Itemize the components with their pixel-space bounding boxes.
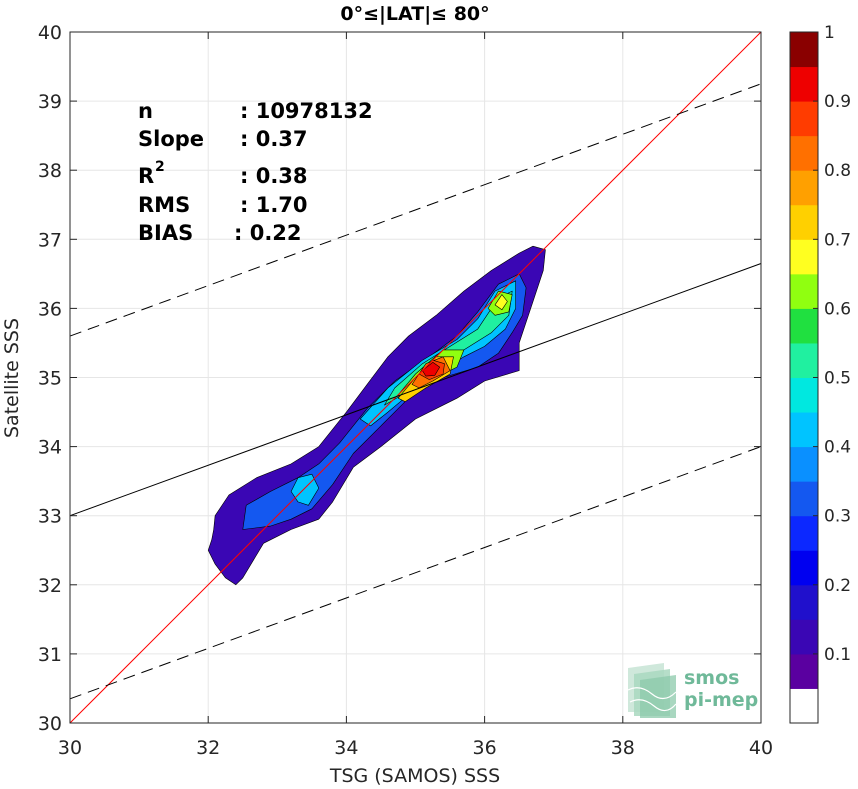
- stat-r2-value: : 0.38: [240, 164, 308, 188]
- stat-slope-label: Slope: [138, 127, 204, 151]
- stat-r2-sup: 2: [155, 159, 165, 175]
- colorbar-tick-label: 0.6: [824, 299, 851, 319]
- logo-text-pimep: pi-mep: [684, 689, 758, 711]
- colorbar-band-19: [790, 32, 818, 68]
- y-tick-label: 33: [38, 506, 62, 528]
- one-to-one-line: [69, 31, 762, 724]
- x-tick-label: 30: [58, 737, 82, 759]
- colorbar-tick-label: 1: [824, 23, 835, 43]
- contour-level-2: [290, 473, 320, 506]
- reference-lines: [69, 31, 762, 724]
- x-tick-label: 40: [749, 737, 773, 759]
- y-tick-label: 39: [38, 91, 62, 113]
- colorbar-band-16: [790, 135, 818, 171]
- y-tick-label: 31: [38, 644, 62, 666]
- colorbar-ticks: 0.1 0.2 0.3 0.4 0.5 0.6 0.7 0.8 0.9 1: [813, 23, 851, 665]
- y-tick-label: 40: [38, 22, 62, 44]
- colorbar-band-8: [790, 412, 818, 448]
- smos-pimep-logo: smos pi-mep: [627, 663, 758, 718]
- colorbar-band-10: [790, 342, 818, 378]
- stat-slope-value: : 0.37: [240, 127, 308, 151]
- colorbar-band-7: [790, 446, 818, 482]
- stat-rms-label: RMS: [138, 193, 190, 217]
- regression-line: [69, 263, 762, 517]
- y-axis-ticks: 30 31 32 33 34 35 36 37 38 39 40: [38, 22, 761, 735]
- colorbar-band-6: [790, 481, 818, 517]
- contour-level-11: [422, 362, 440, 377]
- colorbar-band-11: [790, 308, 818, 344]
- x-tick-label: 32: [196, 737, 220, 759]
- y-tick-label: 34: [38, 437, 62, 459]
- colorbar-band-9: [790, 377, 818, 413]
- colorbar-tick-label: 0.1: [824, 645, 851, 665]
- x-tick-label: 34: [334, 737, 358, 759]
- colorbar-band-0: [790, 688, 818, 724]
- stat-bias-label: BIAS: [138, 221, 193, 245]
- contour-level-7: [494, 294, 508, 311]
- y-tick-label: 38: [38, 160, 62, 182]
- colorbar-band-5: [790, 515, 818, 551]
- colorbar-band-3: [790, 584, 818, 620]
- stat-bias-value: : 0.22: [234, 221, 302, 245]
- y-tick-label: 30: [38, 713, 62, 735]
- colorbar-band-15: [790, 170, 818, 206]
- colorbar-band-2: [790, 619, 818, 655]
- y-tick-label: 32: [38, 575, 62, 597]
- colorbar-tick-label: 0.4: [824, 438, 851, 458]
- stat-rms-value: : 1.70: [240, 193, 308, 217]
- colorbar-tick-label: 0.2: [824, 576, 851, 596]
- colorbar-tick-label: 0.8: [824, 161, 851, 181]
- colorbar-tick-label: 0.3: [824, 507, 851, 527]
- logo-text-smos: smos: [684, 667, 739, 689]
- colorbar-tick-label: 0.7: [824, 230, 851, 250]
- colorbar-band-14: [790, 204, 818, 240]
- stat-r2-label: R: [138, 164, 154, 188]
- colorbar-band-1: [790, 653, 818, 689]
- stats-box: n : 10978132 Slope : 0.37 R 2 : 0.38 RMS…: [138, 99, 373, 245]
- colorbar-band-4: [790, 550, 818, 586]
- colorbar-band-13: [790, 239, 818, 275]
- x-tick-label: 38: [611, 737, 635, 759]
- y-tick-label: 36: [38, 298, 62, 320]
- colorbar: [790, 32, 818, 724]
- colorbar-band-17: [790, 101, 818, 137]
- lower-bound-line: [69, 446, 762, 700]
- stat-n-label: n: [138, 99, 153, 123]
- colorbar-band-18: [790, 66, 818, 102]
- colorbar-tick-label: 0.5: [824, 369, 851, 389]
- x-axis-ticks: 30 32 34 36 38 40: [58, 32, 773, 759]
- x-axis-label: TSG (SAMOS) SSS: [329, 765, 500, 787]
- stat-n-value: : 10978132: [240, 99, 373, 123]
- colorbar-tick-label: 0.9: [824, 92, 851, 112]
- y-tick-label: 35: [38, 368, 62, 390]
- upper-bound-line: [69, 83, 762, 337]
- y-axis-label: Satellite SSS: [1, 318, 23, 438]
- y-tick-label: 37: [38, 229, 62, 251]
- chart-title: 0°≤|LAT|≤ 80°: [340, 3, 489, 25]
- grid-lines: [69, 31, 762, 724]
- colorbar-band-12: [790, 273, 818, 309]
- x-tick-label: 36: [473, 737, 497, 759]
- logo-mark-icon: [627, 663, 677, 718]
